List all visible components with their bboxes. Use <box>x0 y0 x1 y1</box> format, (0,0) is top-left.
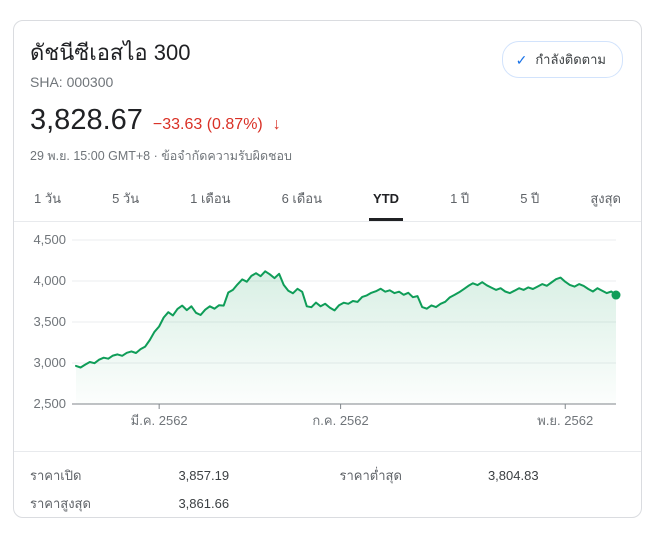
tab-1-year[interactable]: 1 ปี <box>446 178 473 221</box>
x-axis-label: มี.ค. 2562 <box>131 413 188 428</box>
ticker-symbol: SHA: 000300 <box>30 73 114 90</box>
y-axis-label: 3,000 <box>33 355 66 370</box>
meta-separator: · <box>150 148 162 163</box>
check-icon: ✓ <box>515 51 528 68</box>
chart-area: 2,500 3,000 3,500 4,000 4,500 มี.ค. 2562 ก.ค. … <box>14 222 641 449</box>
tab-max[interactable]: สูงสุด <box>586 178 625 221</box>
stat-row-open: ราคาเปิด 3,857.19 <box>30 462 316 490</box>
tab-6-month[interactable]: 6 เดือน <box>278 178 326 221</box>
tab-5-year[interactable]: 5 ปี <box>516 178 543 221</box>
stock-summary-card: ดัชนีซีเอสไอ 300 SHA: 000300 ✓ กำลังติดต… <box>13 20 642 518</box>
stat-row-high: ราคาสูงสุด 3,861.66 <box>30 490 316 518</box>
page-title: ดัชนีซีเอสไอ 300 <box>30 40 191 65</box>
stats-section: ราคาเปิด 3,857.19 ราคาสูงสุด 3,861.66 รา… <box>14 450 641 518</box>
x-axis-label: ก.ค. 2562 <box>312 413 368 428</box>
y-axis-label: 2,500 <box>33 396 66 411</box>
tab-5-day[interactable]: 5 วัน <box>108 178 143 221</box>
following-button-label: กำลังติดตาม <box>535 52 606 67</box>
stat-label: ราคาเปิด <box>30 468 82 483</box>
x-axis-label: พ.ย. 2562 <box>537 413 593 428</box>
stat-label: ราคาสูงสุด <box>30 496 91 511</box>
price-line <box>75 269 617 368</box>
tab-1-month[interactable]: 1 เดือน <box>186 178 234 221</box>
area-fill <box>76 270 616 404</box>
current-price: 3,828.67 <box>30 103 143 136</box>
stat-value: 3,804.83 <box>487 468 539 483</box>
following-button[interactable]: ✓ กำลังติดตาม <box>501 41 623 78</box>
disclaimer-link[interactable]: ข้อจำกัดความรับผิดชอบ <box>161 148 292 163</box>
y-axis-label: 3,500 <box>33 314 66 329</box>
last-price-dot <box>611 290 621 300</box>
stats-column-left: ราคาเปิด 3,857.19 ราคาสูงสุด 3,861.66 <box>30 462 316 518</box>
stat-label: ราคาต่ำสุด <box>339 468 402 483</box>
quote-timestamp: 29 พ.ย. 15:00 GMT+8 <box>30 148 151 163</box>
stat-row-low: ราคาต่ำสุด 3,804.83 <box>340 462 626 490</box>
tab-1-day[interactable]: 1 วัน <box>30 178 65 221</box>
y-axis-label: 4,000 <box>33 273 66 288</box>
card-header: ดัชนีซีเอสไอ 300 SHA: 000300 ✓ กำลังติดต… <box>14 21 641 90</box>
price-chart[interactable]: 2,500 3,000 3,500 4,000 4,500 มี.ค. 2562 ก.ค. … <box>26 232 627 444</box>
arrow-down-icon: ↓ <box>272 115 281 133</box>
tab-ytd[interactable]: YTD <box>369 178 404 221</box>
quote-section: 3,828.67 −33.63 (0.87%) ↓ 29 พ.ย. 15:00 … <box>14 90 641 166</box>
price-change: −33.63 (0.87%) <box>152 115 263 133</box>
time-range-tabs: 1 วัน 5 วัน 1 เดือน 6 เดือน YTD 1 ปี 5 ป… <box>14 178 641 222</box>
stat-value: 3,857.19 <box>178 468 230 483</box>
stat-value: 3,861.66 <box>178 496 230 511</box>
price-row: 3,828.67 −33.63 (0.87%) ↓ <box>30 104 625 137</box>
y-axis-label: 4,500 <box>33 232 66 247</box>
header-text: ดัชนีซีเอสไอ 300 SHA: 000300 <box>30 39 190 90</box>
stats-column-right: ราคาต่ำสุด 3,804.83 <box>340 462 626 518</box>
quote-meta: 29 พ.ย. 15:00 GMT+8 · ข้อจำกัดความรับผิด… <box>30 146 625 166</box>
